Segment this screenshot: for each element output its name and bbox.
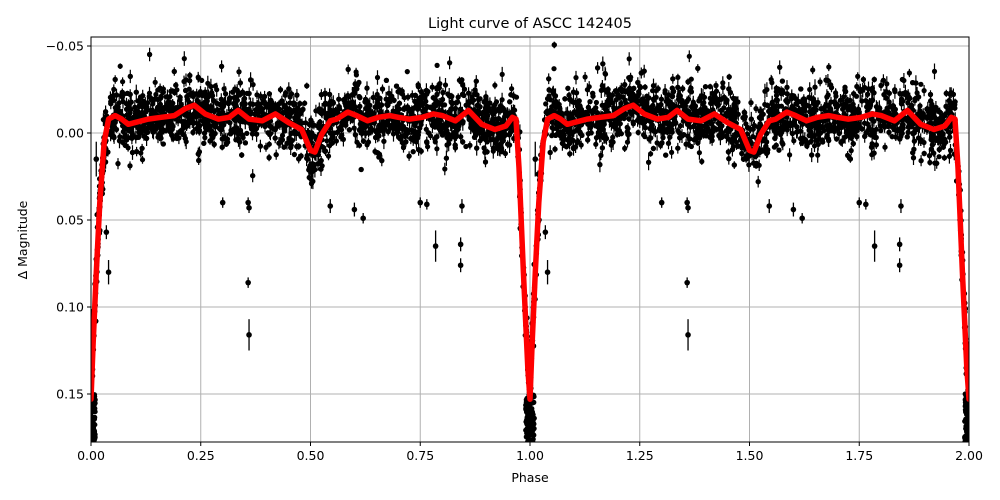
outlier-point: [856, 199, 863, 206]
outlier-point: [245, 279, 251, 286]
outlier-point: [684, 279, 690, 286]
outlier-point: [219, 199, 226, 206]
outlier-point: [93, 156, 100, 162]
outlier-point: [459, 203, 465, 209]
outlier-point: [417, 199, 424, 206]
outlier-point: [327, 203, 334, 209]
outlier-point: [351, 206, 358, 213]
outlier-point: [658, 199, 665, 206]
outlier-point: [360, 215, 366, 222]
x-tick-label: 1.75: [845, 448, 873, 463]
outlier-point: [863, 201, 869, 208]
x-tick-label: 0.25: [187, 448, 215, 463]
model-curve: [91, 102, 969, 402]
y-axis-ticks: −0.05 0.00 0.05 0.10 0.15: [46, 39, 91, 402]
y-tick-label: 0.00: [56, 126, 84, 141]
x-tick-label: 1.50: [736, 448, 764, 463]
x-tick-label: 1.25: [626, 448, 654, 463]
outlier-point: [871, 243, 878, 249]
x-axis-label: Phase: [511, 470, 549, 485]
outlier-point: [684, 199, 690, 206]
outlier-point: [532, 156, 539, 162]
y-axis-label: Δ Magnitude: [15, 200, 30, 279]
outlier-point: [790, 206, 797, 213]
outlier-point: [105, 269, 112, 276]
outlier-point: [103, 229, 110, 235]
outlier-point: [685, 332, 691, 338]
y-tick-label: 0.15: [56, 387, 84, 402]
outlier-point: [542, 229, 549, 235]
outlier-point: [544, 269, 551, 276]
outlier-point: [457, 241, 464, 248]
x-tick-label: 2.00: [955, 448, 983, 463]
outlier-point: [799, 215, 805, 222]
outlier-point: [246, 205, 252, 211]
outlier-point: [685, 205, 691, 211]
x-tick-label: 0.50: [297, 448, 325, 463]
outlier-point: [424, 201, 430, 208]
outlier-point: [432, 243, 439, 249]
outlier-point: [896, 241, 903, 248]
x-tick-label: 0.75: [406, 448, 434, 463]
y-tick-label: 0.10: [56, 300, 84, 315]
y-tick-label: −0.05: [46, 39, 84, 54]
chart-title: Light curve of ASCC 142405: [428, 16, 632, 32]
outlier-point: [457, 262, 464, 269]
outlier-point: [766, 203, 773, 209]
outlier-point: [898, 203, 904, 209]
x-tick-label: 1.00: [516, 448, 544, 463]
y-tick-label: 0.05: [56, 213, 84, 228]
outlier-point: [245, 199, 251, 206]
outlier-point: [896, 262, 903, 269]
x-axis-ticks: 0.00 0.25 0.50 0.75 1.00 1.25 1.50 1.75 2.00: [77, 442, 983, 463]
outlier-point: [246, 332, 252, 338]
x-tick-label: 0.00: [77, 448, 105, 463]
